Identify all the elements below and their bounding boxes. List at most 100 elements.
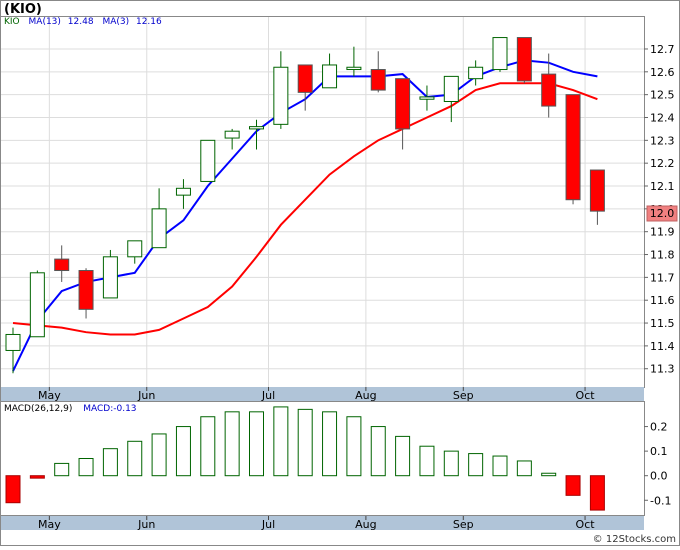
macd-bar-positive	[541, 472, 557, 477]
price-y-tick-label: 11.9	[650, 226, 675, 239]
candlestick-series	[5, 37, 605, 374]
price-gridlines	[1, 17, 644, 387]
price-y-tick-label: 11.8	[650, 249, 675, 262]
price-y-tick-label: 11.6	[650, 294, 675, 307]
candle-down	[297, 64, 313, 93]
macd-bar-positive	[175, 426, 191, 477]
macd-bar-positive	[443, 450, 459, 477]
macd-bar-positive	[200, 416, 216, 477]
candle-down	[370, 69, 386, 91]
candle-down	[589, 169, 605, 212]
price-legend: KIO MA(13) 12.48 MA(3) 12.16	[4, 17, 162, 27]
ma3-line-layer	[12, 82, 598, 336]
price-y-tick-label: 12.1	[650, 180, 675, 193]
macd-y-tick-label: -0.1	[650, 494, 671, 507]
macd-bar-positive	[468, 453, 484, 477]
candle-down	[516, 37, 532, 82]
legend-ticker: KIO	[4, 17, 20, 27]
macd-histogram	[5, 406, 605, 511]
price-x-axis-band	[1, 387, 644, 401]
current-price-label: 12.0	[650, 207, 675, 220]
price-y-tick-label: 12.7	[650, 43, 675, 56]
macd-bar-positive	[102, 448, 118, 477]
price-y-tick-label: 12.6	[650, 66, 675, 79]
macd-x-tick-label: Oct	[576, 518, 596, 531]
price-x-tick-label: May	[38, 389, 61, 402]
macd-panel: -0.1 0.0 0.1 0.2 MACD(26,12,9) MACD:-0.1…	[0, 401, 671, 516]
candle-down	[54, 258, 70, 272]
macd-legend-label: MACD(26,12,9)	[4, 404, 72, 414]
macd-bar-negative	[565, 475, 581, 496]
macd-bar-positive	[224, 411, 240, 477]
macd-bar-negative	[5, 475, 21, 504]
price-y-tick-label: 11.4	[650, 340, 675, 353]
candle-up	[468, 66, 484, 80]
candle-up	[29, 272, 45, 338]
candle-up	[346, 66, 362, 71]
chart-title: (KIO)	[4, 2, 42, 17]
candle-down	[395, 78, 411, 130]
candle-down	[78, 270, 94, 310]
price-panel: 11.3 11.4 11.5 11.6 11.7 11.8 11.9 12.0 12.1 12.2…	[0, 16, 678, 388]
macd-bar-positive	[249, 411, 264, 477]
macd-x-axis-band	[1, 516, 644, 530]
macd-bar-positive	[54, 462, 70, 477]
macd-legend-value: MACD:-0.13	[83, 404, 136, 414]
candle-up	[224, 130, 240, 139]
price-x-tick-label: Aug	[355, 389, 376, 402]
macd-x-tick-label: Aug	[355, 518, 376, 531]
macd-bar-positive	[297, 408, 313, 477]
candle-up	[419, 96, 435, 100]
candle-up	[443, 75, 459, 103]
price-x-tick-label: Oct	[576, 389, 596, 402]
macd-bar-positive	[370, 426, 386, 477]
ma3-line	[12, 82, 598, 336]
macd-bar-negative	[589, 475, 605, 511]
candle-up	[492, 37, 508, 71]
macd-y-tick-label: 0.1	[650, 445, 668, 458]
price-y-tick-label: 12.5	[650, 89, 675, 102]
candle-up	[151, 208, 167, 249]
macd-x-tick-label: Jul	[261, 518, 275, 531]
macd-bar-positive	[151, 433, 167, 477]
macd-y-axis: -0.1 0.0 0.1 0.2	[644, 421, 671, 507]
macd-bar-negative	[29, 475, 45, 479]
legend-ma13-value: 12.48	[68, 17, 94, 27]
candle-down	[565, 94, 581, 201]
candle-up	[249, 126, 264, 130]
candle-down	[541, 73, 557, 107]
macd-bar-positive	[419, 445, 435, 477]
macd-legend: MACD(26,12,9) MACD:-0.13	[4, 404, 137, 414]
current-price-badge	[646, 205, 678, 222]
candle-up	[200, 139, 216, 182]
watermark: © 12Stocks.com	[593, 534, 676, 545]
legend-ma13-label: MA(13)	[29, 17, 61, 27]
macd-y-tick-label: 0.0	[650, 470, 668, 483]
macd-bar-positive	[346, 416, 362, 477]
macd-bar-positive	[395, 435, 411, 477]
macd-x-tick-label: May	[38, 518, 61, 531]
price-y-tick-label: 11.3	[650, 363, 675, 376]
candle-up	[322, 64, 338, 89]
price-x-axis: May Jun Jul Aug Sep Oct	[38, 387, 595, 402]
candle-up	[273, 66, 289, 125]
price-y-tick-label: 12.2	[650, 157, 675, 170]
macd-bar-positive	[273, 406, 289, 477]
price-x-tick-label: Jun	[137, 389, 155, 402]
macd-bar-positive	[127, 440, 143, 477]
candle-up	[102, 256, 118, 299]
macd-bar-positive	[322, 411, 338, 477]
macd-y-tick-label: 0.2	[650, 421, 668, 434]
price-x-tick-label: Jul	[261, 389, 275, 402]
macd-bar-positive	[492, 455, 508, 477]
macd-bar-positive	[78, 458, 94, 477]
legend-ma3-value: 12.16	[136, 17, 162, 27]
candle-up	[175, 187, 191, 196]
price-y-tick-label: 11.7	[650, 271, 675, 284]
macd-bar-positive	[516, 460, 532, 477]
price-y-tick-label: 11.5	[650, 317, 675, 330]
macd-x-tick-label: Sep	[453, 518, 474, 531]
macd-x-tick-label: Jun	[137, 518, 155, 531]
